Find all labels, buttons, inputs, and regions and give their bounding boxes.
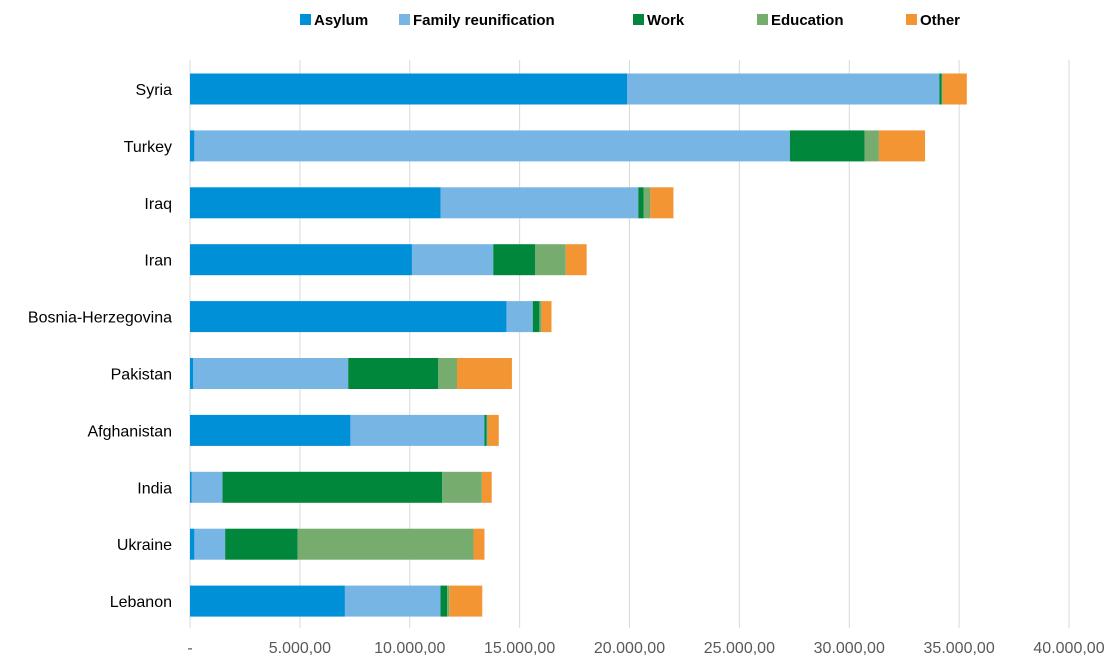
bar-segment <box>864 130 879 162</box>
bar-segment <box>941 73 943 105</box>
bar-segment <box>350 414 485 446</box>
x-tick-label: 40.000,00 <box>1033 640 1104 657</box>
legend-label: Asylum <box>314 12 368 29</box>
bar-segment <box>297 528 474 560</box>
bars <box>190 73 967 617</box>
category-labels: Syria Turkey Iraq Iran Bosnia-Herzegovina Pak… <box>28 82 172 611</box>
bar-segment <box>565 244 587 276</box>
category-label: Turkey <box>124 139 172 156</box>
bar-segment <box>481 471 492 503</box>
bar-segment <box>447 585 450 617</box>
bar-segment <box>225 528 298 560</box>
bar-segment <box>449 585 483 617</box>
legend-swatch <box>300 14 311 25</box>
legend-swatch <box>757 14 768 25</box>
bar-segment <box>643 187 651 219</box>
bar-segment <box>222 471 443 503</box>
category-label: Pakistan <box>111 367 172 384</box>
bar-segment <box>541 301 552 333</box>
bar-segment <box>440 585 448 617</box>
category-label: Iraq <box>144 196 172 213</box>
bar-segment <box>438 358 457 389</box>
category-label: Syria <box>136 82 173 99</box>
category-label: Lebanon <box>110 594 172 611</box>
bar-segment <box>473 528 485 560</box>
x-tick-label: 25.000,00 <box>704 640 775 657</box>
bar-segment <box>190 471 192 503</box>
bar-segment <box>535 244 566 276</box>
bar-segment <box>650 187 674 219</box>
x-tick-label: 5.000,00 <box>269 640 331 657</box>
bar-segment <box>191 471 223 503</box>
bar-segment <box>190 301 507 333</box>
bar-segment <box>190 187 441 219</box>
bar-segment <box>190 73 628 105</box>
bar-segment <box>638 187 644 219</box>
bar-segment <box>194 528 226 560</box>
category-label: India <box>137 480 172 497</box>
category-label: Ukraine <box>117 537 172 554</box>
x-tick-label: - <box>187 640 192 657</box>
bar-segment <box>190 528 195 560</box>
bar-segment <box>939 73 942 105</box>
x-tick-label: 30.000,00 <box>814 640 885 657</box>
legend-label: Work <box>647 12 685 29</box>
legend-swatch <box>906 14 917 25</box>
bar-segment <box>486 414 488 446</box>
category-label: Afghanistan <box>87 423 172 440</box>
bar-segment <box>194 130 790 162</box>
legend-label: Other <box>920 12 960 29</box>
category-label: Bosnia-Herzegovina <box>28 310 172 327</box>
legend-label: Education <box>771 12 844 29</box>
bar-segment <box>493 244 536 276</box>
bar-segment <box>193 358 349 389</box>
bar-segment <box>487 414 499 446</box>
bar-segment <box>627 73 940 105</box>
bar-segment <box>442 471 482 503</box>
legend-label: Family reunification <box>413 12 555 29</box>
bar-segment <box>532 301 540 333</box>
bar-segment <box>411 244 494 276</box>
bar-segment <box>348 358 439 389</box>
x-tick-label: 20.000,00 <box>594 640 665 657</box>
legend-swatch <box>633 14 644 25</box>
category-label: Iran <box>144 253 172 270</box>
bar-segment <box>190 585 345 617</box>
x-axis-tick-labels: - 5.000,00 10.000,00 15.000,00 20.000,00 25.0… <box>187 640 1104 657</box>
bar-segment <box>789 130 865 162</box>
bar-segment <box>344 585 441 617</box>
bar-segment <box>456 358 512 389</box>
x-tick-label: 35.000,00 <box>924 640 995 657</box>
bar-segment <box>484 414 487 446</box>
bar-segment <box>190 130 195 162</box>
legend: Asylum Family reunification Work Education O… <box>300 12 960 29</box>
bar-segment <box>539 301 542 333</box>
bar-segment <box>506 301 533 333</box>
bar-segment <box>440 187 639 219</box>
x-tick-label: 10.000,00 <box>374 640 445 657</box>
bar-segment <box>878 130 926 162</box>
legend-swatch <box>399 14 410 25</box>
bar-segment <box>190 414 351 446</box>
x-tick-label: 15.000,00 <box>484 640 555 657</box>
bar-segment <box>190 358 194 389</box>
bar-segment <box>942 73 967 105</box>
bar-segment <box>190 244 412 276</box>
